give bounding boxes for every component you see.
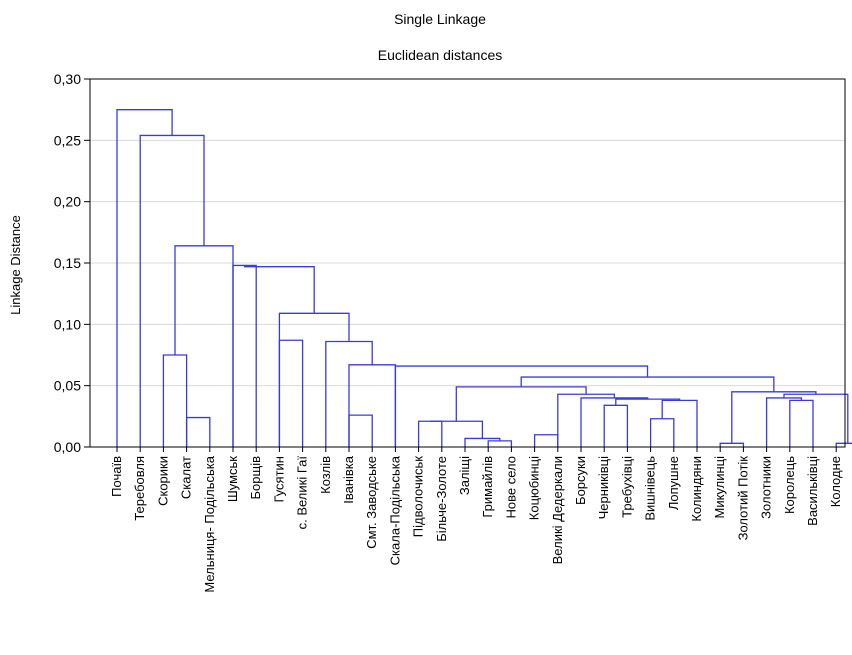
dendrogram-link	[520, 376, 775, 392]
dendrogram-link	[185, 416, 211, 447]
leaf-label: Більче-Золоте	[434, 456, 449, 542]
leaf-label: Черниківці	[596, 456, 611, 519]
dendrogram-link	[232, 264, 257, 447]
leaf-label: Скала-Подільська	[387, 455, 402, 565]
leaf-label: Гусятин	[271, 456, 286, 502]
dendrogram-link	[603, 404, 629, 447]
dendrogram-link	[278, 312, 350, 447]
y-axis-label: Linkage Distance	[8, 215, 23, 315]
leaf-label: Скорики	[155, 456, 170, 506]
leaf-label: Васильківці	[805, 456, 820, 526]
y-tick-label: 0,05	[54, 378, 81, 394]
leaf-label: Золотники	[759, 456, 774, 519]
leaf-label: Колодне	[828, 456, 843, 507]
leaf-label: Борсуки	[573, 456, 588, 505]
leaf-label: Королець	[782, 456, 797, 514]
y-tick-label: 0,10	[54, 316, 81, 332]
grid-lines	[90, 78, 845, 387]
leaf-label: Борщів	[248, 456, 263, 500]
dendrogram-link	[649, 418, 675, 447]
leaf-label: Нове село	[503, 456, 518, 518]
dendrogram-link	[533, 434, 559, 447]
dendrogram-link	[116, 109, 173, 447]
y-tick-label: 0,30	[54, 71, 81, 87]
dendrogram-link	[162, 354, 188, 447]
y-tick-label: 0,15	[54, 255, 81, 271]
dendrogram-link	[783, 393, 849, 444]
dendrogram-link	[835, 442, 852, 447]
y-tick-label: 0,25	[54, 132, 81, 148]
leaf-label: Золотий Потік	[735, 456, 750, 541]
dendrogram-link	[348, 414, 373, 447]
leaf-label: Іванівка	[341, 455, 356, 504]
leaf-label: Заліщі	[457, 456, 472, 495]
dendrogram-link	[325, 340, 373, 447]
dendrogram-link	[731, 391, 817, 444]
dendrogram-link	[278, 339, 304, 447]
dendrogram-link	[765, 397, 803, 447]
dendrogram-links	[116, 109, 852, 447]
leaf-label: Великі Дедеркали	[550, 456, 565, 564]
y-tick-label: 0,20	[54, 194, 81, 210]
dendrogram-link	[789, 399, 814, 447]
dendrogram-link	[417, 420, 443, 447]
dendrogram-link	[243, 265, 315, 314]
dendrogram-link	[719, 442, 745, 447]
leaf-label: с. Великі Гаї	[295, 456, 310, 530]
y-tick-labels: 0,00 0,05 0,10 0,15 0,20 0,25 0,30	[54, 71, 81, 455]
dendrogram-link	[661, 399, 698, 447]
dendrogram-link	[487, 440, 513, 447]
leaf-label: Микулинці	[712, 456, 727, 519]
leaf-label: Смт. Заводське	[364, 456, 379, 549]
leaf-labels: Почаїв Теребовля Скорики Скалат Мельниця- По…	[109, 455, 852, 592]
leaf-label: Почаїв	[109, 456, 124, 497]
leaf-label: Козлів	[318, 456, 333, 494]
chart-title: Single Linkage	[394, 11, 486, 27]
leaf-label: Теребовля	[132, 456, 147, 521]
chart-subtitle: Euclidean distances	[378, 47, 503, 63]
leaf-label: Коцюбинці	[527, 456, 542, 520]
leaf-label: Скалат	[179, 456, 194, 499]
leaf-label: Требухівці	[619, 456, 634, 518]
leaf-label: Гримайлів	[480, 456, 495, 518]
leaf-label: Підволочиськ	[411, 456, 426, 538]
leaf-label: Вишнівець	[643, 456, 658, 521]
dendrogram-link	[139, 134, 205, 447]
plot-axes	[84, 78, 846, 452]
leaf-label: Мельниця- Подільська	[202, 455, 217, 592]
leaf-label: Лопушне	[666, 456, 681, 510]
plot-frame	[89, 78, 846, 448]
y-tick-label: 0,00	[54, 439, 81, 455]
dendrogram-link	[174, 245, 234, 447]
dendrogram-link	[455, 386, 587, 422]
dendrogram-link	[557, 393, 615, 447]
leaf-label: Шумськ	[225, 456, 240, 502]
dendrogram-link	[430, 420, 484, 439]
dendrogram-link	[464, 437, 501, 447]
leaf-label: Колиндяни	[689, 456, 704, 522]
